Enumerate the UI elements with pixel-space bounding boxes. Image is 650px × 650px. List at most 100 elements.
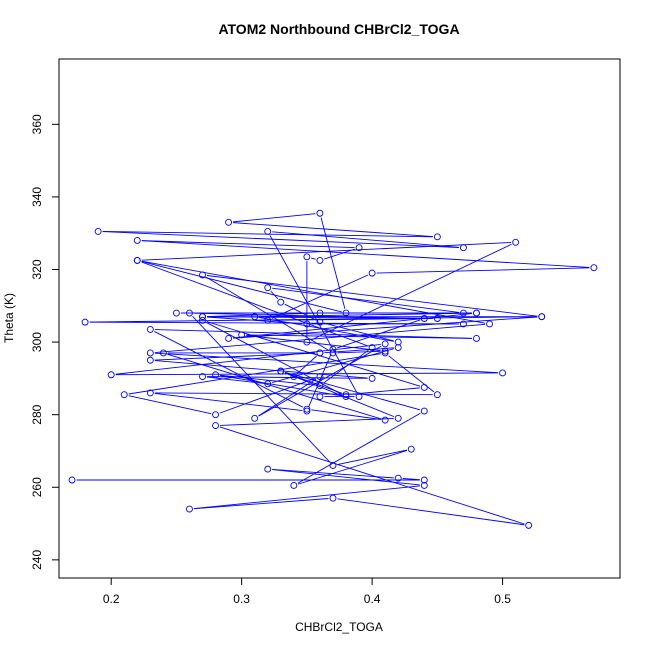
data-point [342,393,350,400]
y-tick-label: 240 [30,550,44,570]
data-point [342,309,350,317]
data-point [329,349,337,357]
series-segment [337,319,421,349]
series-segment [269,235,358,393]
series-segment [259,312,472,318]
data-point [420,384,428,391]
data-point [459,320,467,328]
data-point [212,371,220,379]
data-point [433,315,441,322]
data-point [329,462,337,469]
data-point [251,313,259,321]
data-point [199,316,206,324]
data-point [368,269,376,277]
y-tick-label: 340 [30,187,44,207]
series-segment [324,248,355,260]
data-point [264,227,272,235]
data-point [316,318,324,326]
data-point [186,505,193,513]
chart-title: ATOM2 Northbound CHBrCl2_TOGA [218,21,459,37]
data-point [420,476,428,484]
series-layer [68,209,598,529]
series-segment [284,372,395,418]
series-segment [284,372,290,376]
data-point [316,309,324,317]
data-point [251,414,259,422]
series-segment [207,376,368,379]
series-segment [207,316,433,319]
data-point [146,325,154,333]
data-point [407,445,415,453]
data-point [368,344,376,351]
series-segment [272,287,460,313]
data-point [355,393,363,400]
series-segment [193,498,329,510]
series-segment [141,240,355,249]
data-point [199,373,206,381]
series-segment [258,378,317,417]
data-point [290,482,298,489]
data-point [186,309,193,317]
series-segment [246,334,472,339]
data-point [146,356,154,364]
series-segment [259,317,394,342]
series-segment [154,323,486,354]
data-point [433,233,441,241]
series-segment [233,213,316,223]
data-point [420,482,428,489]
series-segment [154,392,303,411]
data-point [499,369,507,377]
data-point [381,349,389,357]
data-point [146,389,154,397]
series-segment [206,312,316,317]
data-point [277,298,285,306]
data-point [264,380,272,388]
x-axis-label: CHBrCl2_TOGA [295,620,383,634]
data-point [420,407,428,415]
data-point [238,331,246,339]
data-point [329,494,337,502]
series-segment [320,217,346,309]
series-segment [154,392,433,396]
series-segment [192,316,331,463]
data-point [316,256,324,264]
data-point [303,338,311,346]
series-segment [324,322,394,342]
series-segment [220,418,394,426]
data-point [212,411,220,419]
data-point [590,264,598,272]
data-point [107,371,115,379]
series-segment [193,485,420,510]
series-segment [376,267,590,274]
series-segment [206,275,538,317]
series-segment [219,426,525,525]
data-point [420,315,428,322]
data-point [381,416,389,424]
series-segment [206,276,330,352]
series-segment [298,450,408,485]
series-segment [233,222,433,237]
series-segment [246,334,381,352]
data-point [316,382,324,390]
y-axis-label: Theta (K) [2,293,16,343]
x-tick-label: 0.2 [103,592,120,606]
series-segment [296,355,317,374]
series-segment [141,261,369,347]
y-axis: 240 260 280 300 320 340 360 [30,114,60,570]
series-segment [311,257,316,260]
data-point [459,244,467,252]
data-point [199,271,206,279]
data-point [290,373,298,381]
series-segment [272,231,459,248]
series-segment [402,478,420,481]
data-point [225,218,233,226]
series-segment [271,348,394,384]
series-segment [141,240,590,268]
series-segment [311,409,381,420]
data-point [538,313,546,321]
x-axis: 0.2 0.3 0.4 0.5 [103,577,511,606]
series-segment [154,352,499,374]
series-segment [233,313,473,339]
y-tick-label: 360 [30,114,44,134]
